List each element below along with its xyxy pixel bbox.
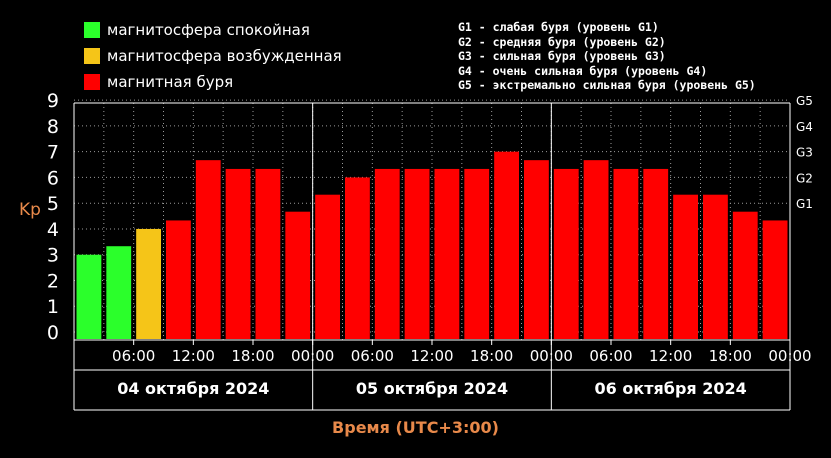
legend-item-disturbed: магнитосфера возбужденная [84, 43, 342, 69]
y-tick-label: 2 [47, 270, 59, 292]
storm-level-g1: G1 - слабая буря (уровень G1) [458, 20, 659, 34]
x-tick-label: 12:00 [649, 347, 692, 365]
legend: магнитосфера спокойная магнитосфера возб… [84, 17, 342, 95]
x-axis-title: Время (UTC+3:00) [332, 418, 499, 437]
kp-bar [673, 194, 698, 339]
x-tick-label: 06:00 [589, 347, 632, 365]
kp-bar [524, 160, 549, 339]
x-tick-label: 06:00 [112, 347, 155, 365]
legend-swatch [84, 74, 100, 90]
y-tick-label: 8 [47, 116, 59, 138]
day-label: 05 октября 2024 [356, 379, 508, 398]
day-label: 04 октября 2024 [117, 379, 269, 398]
x-tick-label: 06:00 [351, 347, 394, 365]
x-tick-label: 12:00 [172, 347, 215, 365]
kp-bar [315, 194, 340, 339]
legend-label: магнитосфера спокойная [107, 21, 310, 39]
storm-level-g4: G4 - очень сильная буря (уровень G4) [458, 63, 708, 78]
y-tick-label: 3 [47, 245, 59, 267]
kp-bar [762, 220, 788, 339]
y-tick-label: 9 [47, 90, 59, 112]
x-tick-label: 12:00 [410, 347, 453, 365]
kp-bar [76, 254, 102, 339]
x-tick-label: 00:00 [768, 347, 811, 365]
kp-bar [345, 177, 370, 339]
kp-bar [583, 160, 609, 339]
legend-item-storm: магнитная буря [84, 69, 342, 95]
legend-item-quiet: магнитосфера спокойная [84, 17, 342, 43]
kp-bar [404, 168, 430, 339]
y-tick-label: 1 [47, 296, 59, 318]
kp-bar [166, 220, 191, 339]
kp-bar [106, 246, 132, 339]
kp-bar [732, 211, 758, 339]
g-level-label: G5 [796, 94, 813, 108]
kp-bar [643, 168, 669, 339]
g-level-label: G2 [796, 171, 813, 185]
legend-swatch [84, 22, 100, 38]
x-tick-label: 00:00 [291, 347, 334, 365]
g-level-label: G1 [796, 197, 813, 211]
storm-level-g2: G2 - средняя буря (уровень G2) [458, 34, 666, 49]
y-axis-title: Kp [19, 200, 41, 220]
kp-bar [464, 168, 490, 339]
kp-bar [136, 228, 161, 339]
kp-bar [703, 194, 728, 339]
g-level-label: G3 [796, 146, 813, 160]
kp-bar [434, 168, 460, 339]
storm-level-g5: G5 - экстремально сильная буря (уровень … [458, 78, 756, 92]
legend-swatch [84, 48, 100, 64]
kp-bar [613, 168, 639, 339]
y-tick-label: 7 [47, 142, 59, 164]
storm-level-key: G1 - слабая буря (уровень G1) G2 - средн… [458, 20, 756, 93]
x-tick-label: 18:00 [470, 347, 513, 365]
kp-bar [374, 168, 400, 339]
y-tick-label: 4 [47, 219, 59, 241]
kp-bar [553, 168, 579, 339]
legend-label: магнитосфера возбужденная [107, 47, 342, 65]
x-tick-label: 00:00 [530, 347, 573, 365]
y-tick-label: 6 [47, 167, 59, 189]
kp-bar [255, 168, 281, 339]
kp-bar [195, 160, 221, 339]
storm-level-g3: G3 - сильная буря (уровень G3) [458, 49, 666, 63]
g-level-label: G4 [796, 120, 813, 134]
day-label: 06 октября 2024 [595, 379, 747, 398]
y-tick-label: 0 [47, 322, 59, 344]
kp-bar [494, 151, 519, 339]
kp-bar [285, 211, 311, 339]
legend-label: магнитная буря [107, 73, 234, 91]
kp-bar [225, 168, 251, 339]
x-tick-label: 18:00 [231, 347, 274, 365]
y-tick-label: 5 [47, 193, 59, 215]
x-tick-label: 18:00 [709, 347, 752, 365]
